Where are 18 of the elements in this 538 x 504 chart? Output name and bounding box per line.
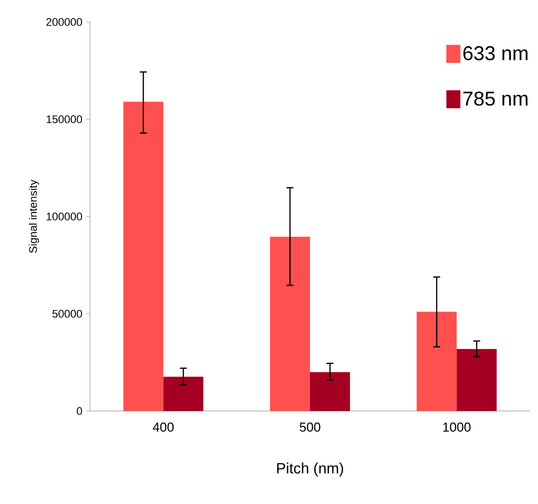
bar — [270, 236, 310, 411]
x-axis-title: Pitch (nm) — [277, 462, 344, 476]
legend-label: 633 nm — [463, 46, 528, 60]
bar — [416, 312, 457, 411]
x-tick-label: 400 — [152, 422, 174, 432]
legend-label: 785 nm — [463, 92, 528, 106]
y-tick-label: 150000 — [46, 115, 82, 124]
x-tick-label: 1000 — [443, 422, 471, 432]
bar — [310, 372, 350, 411]
bar — [163, 376, 204, 411]
x-tick-label: 500 — [300, 422, 320, 432]
y-tick-label: 50000 — [52, 310, 82, 318]
y-axis-title: Signal intensity — [28, 180, 40, 253]
bar — [456, 348, 497, 411]
y-tick-label: 200000 — [46, 18, 82, 26]
bar — [123, 102, 164, 411]
y-tick-label: 0 — [76, 407, 82, 415]
y-tick-label: 100000 — [46, 212, 82, 220]
